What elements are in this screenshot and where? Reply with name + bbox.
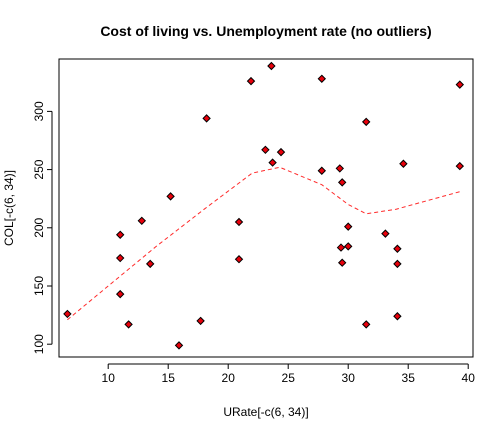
- x-tick-label: 15: [162, 371, 176, 385]
- y-tick-label: 150: [32, 276, 46, 296]
- data-point: [261, 145, 270, 155]
- y-axis-label: COL[-c(6, 34)]: [2, 170, 16, 246]
- data-point: [361, 117, 371, 127]
- data-point: [234, 217, 244, 227]
- data-point: [337, 178, 347, 187]
- plot-frame: [58, 58, 474, 358]
- data-point: [393, 259, 402, 269]
- x-axis-label: URate[-c(6, 34)]: [223, 405, 308, 419]
- data-point: [317, 74, 327, 83]
- data-point: [393, 244, 402, 253]
- x-tick-label: 10: [102, 371, 116, 385]
- data-point: [63, 309, 72, 319]
- data-point: [145, 259, 155, 269]
- data-point: [381, 229, 390, 238]
- data-point: [335, 164, 345, 173]
- data-point: [393, 312, 402, 321]
- data-point: [202, 114, 211, 123]
- data-point: [115, 230, 125, 239]
- y-axis: 100 150 200 250 300: [32, 101, 53, 354]
- x-tick-label: 30: [342, 371, 356, 385]
- data-point: [399, 159, 408, 168]
- y-tick-label: 250: [32, 159, 46, 179]
- data-point: [196, 316, 205, 326]
- x-tick-label: 20: [222, 371, 236, 385]
- plot-area: 10 15 20 25 30 35 40 100 150 200 250 300: [32, 58, 476, 385]
- data-point: [268, 158, 277, 167]
- data-point: [124, 320, 133, 329]
- data-point: [267, 61, 276, 71]
- data-point: [343, 222, 353, 231]
- data-point: [455, 80, 465, 89]
- data-point: [246, 76, 256, 86]
- data-point: [276, 147, 286, 157]
- x-axis: 10 15 20 25 30 35 40: [102, 363, 476, 385]
- data-point: [343, 242, 353, 251]
- data-point: [137, 216, 147, 226]
- smooth-trend-line: [67, 166, 460, 321]
- data-point: [455, 161, 465, 171]
- data-point: [115, 253, 125, 263]
- data-point: [317, 166, 327, 175]
- data-point: [337, 258, 347, 267]
- data-point: [361, 320, 371, 329]
- x-tick-label: 40: [462, 371, 476, 385]
- y-tick-label: 100: [32, 334, 46, 354]
- x-tick-label: 25: [282, 371, 296, 385]
- data-points: [63, 61, 465, 350]
- data-point: [166, 192, 175, 201]
- x-tick-label: 35: [402, 371, 416, 385]
- data-point: [336, 243, 346, 252]
- data-point: [174, 341, 184, 350]
- data-point: [115, 289, 125, 299]
- y-tick-label: 200: [32, 217, 46, 237]
- chart-title: Cost of living vs. Unemployment rate (no…: [100, 23, 431, 39]
- data-point: [234, 255, 244, 264]
- y-tick-label: 300: [32, 101, 46, 121]
